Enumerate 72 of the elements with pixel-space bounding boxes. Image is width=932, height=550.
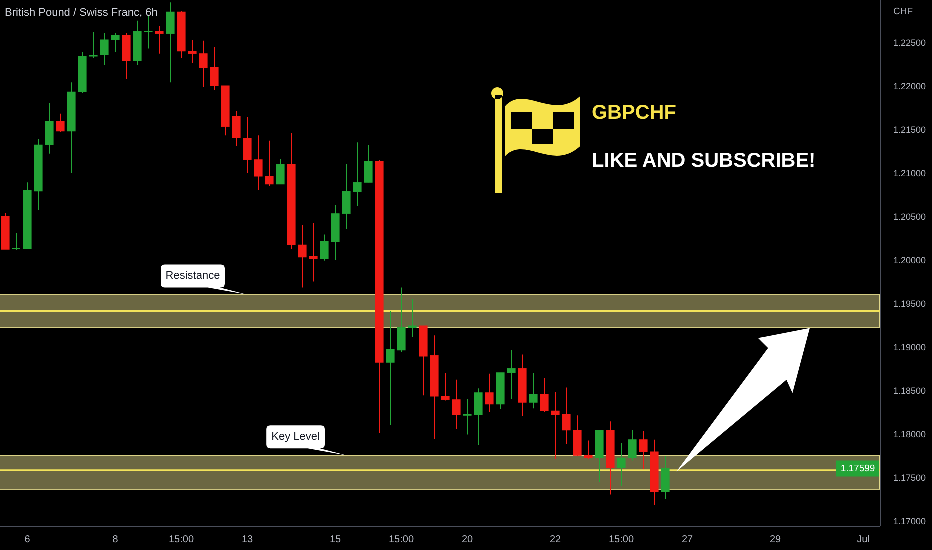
candlestick <box>144 16 153 50</box>
band-label: Key Level <box>272 431 320 444</box>
candlestick <box>584 440 593 460</box>
x-tick-label: 8 <box>112 534 119 546</box>
candlestick <box>89 32 98 59</box>
candlestick <box>562 387 571 445</box>
x-tick-label: 15 <box>330 534 342 546</box>
candlestick <box>408 298 417 338</box>
x-tick-label: 15:00 <box>608 534 634 546</box>
x-tick-label: 29 <box>770 534 782 546</box>
x-tick-label: 15:00 <box>168 534 194 546</box>
candlestick <box>210 46 219 91</box>
candlestick <box>463 398 472 436</box>
x-tick-label: 15:00 <box>388 534 414 546</box>
y-tick-label: 1.19500 <box>894 298 926 309</box>
candlestick <box>441 372 450 402</box>
candlestick <box>452 379 461 430</box>
candlestick <box>56 113 65 133</box>
candlestick <box>254 135 263 191</box>
y-tick-label: 1.20500 <box>894 212 926 222</box>
candlestick <box>276 158 285 185</box>
y-tick-label: 1.17000 <box>894 516 926 526</box>
annotation: LIKE AND SUBSCRIBE! <box>592 150 816 172</box>
x-tick-label: 13 <box>242 534 254 546</box>
candlestick <box>100 32 109 66</box>
text: British Pound / Swiss Franc, 6h <box>5 7 158 19</box>
x-tick-label: 27 <box>682 534 694 546</box>
candlestick <box>111 32 120 53</box>
candlestick <box>474 388 483 446</box>
x-tick-label: 20 <box>462 534 474 546</box>
y-tick-label: 1.20000 <box>894 255 926 266</box>
y-tick-label: 1.21000 <box>894 168 926 179</box>
y-tick-label: 1.18500 <box>894 386 926 396</box>
candlestick <box>353 142 362 207</box>
y-tick-label: 1.17500 <box>894 472 926 483</box>
candlestick <box>342 164 351 230</box>
candlestick <box>386 310 395 426</box>
annotation: GBPCHF <box>592 102 676 124</box>
candlestick <box>507 350 516 400</box>
candlestick <box>529 372 538 410</box>
candlestick <box>661 456 670 500</box>
y-tick-label: 1.22500 <box>894 38 926 48</box>
candlestick <box>397 287 406 353</box>
x-tick-label: Jul <box>857 534 870 546</box>
candlestick <box>617 442 626 487</box>
candlestick <box>166 2 175 84</box>
annotation: 1.17599 <box>840 464 876 475</box>
candlestick <box>540 378 549 413</box>
candlestick <box>155 26 164 54</box>
candlestick <box>639 430 648 470</box>
x-tick-label: 6 <box>24 534 31 546</box>
candlestick <box>188 39 197 64</box>
candlestick <box>232 110 241 147</box>
band-label: Resistance <box>166 270 220 282</box>
candlestick <box>628 430 637 462</box>
candlestick <box>485 373 494 413</box>
y-tick-label: 1.22000 <box>894 82 926 92</box>
candlestick <box>243 116 252 174</box>
candlestick <box>320 234 329 262</box>
x-tick-label: 22 <box>550 534 562 546</box>
candlestick <box>45 102 54 154</box>
y-tick-label: 1.19000 <box>894 342 926 352</box>
y-tick-label: 1.21500 <box>894 125 926 136</box>
candlestick <box>199 40 208 88</box>
candlestick <box>309 222 318 282</box>
candlestick <box>364 144 373 184</box>
candlestick <box>298 224 307 288</box>
candlestick <box>12 232 21 251</box>
candlestick <box>265 140 274 187</box>
y-tick-label: 1.18000 <box>894 429 926 440</box>
y-axis-title: CHF <box>894 6 914 18</box>
candlestick <box>551 392 560 460</box>
